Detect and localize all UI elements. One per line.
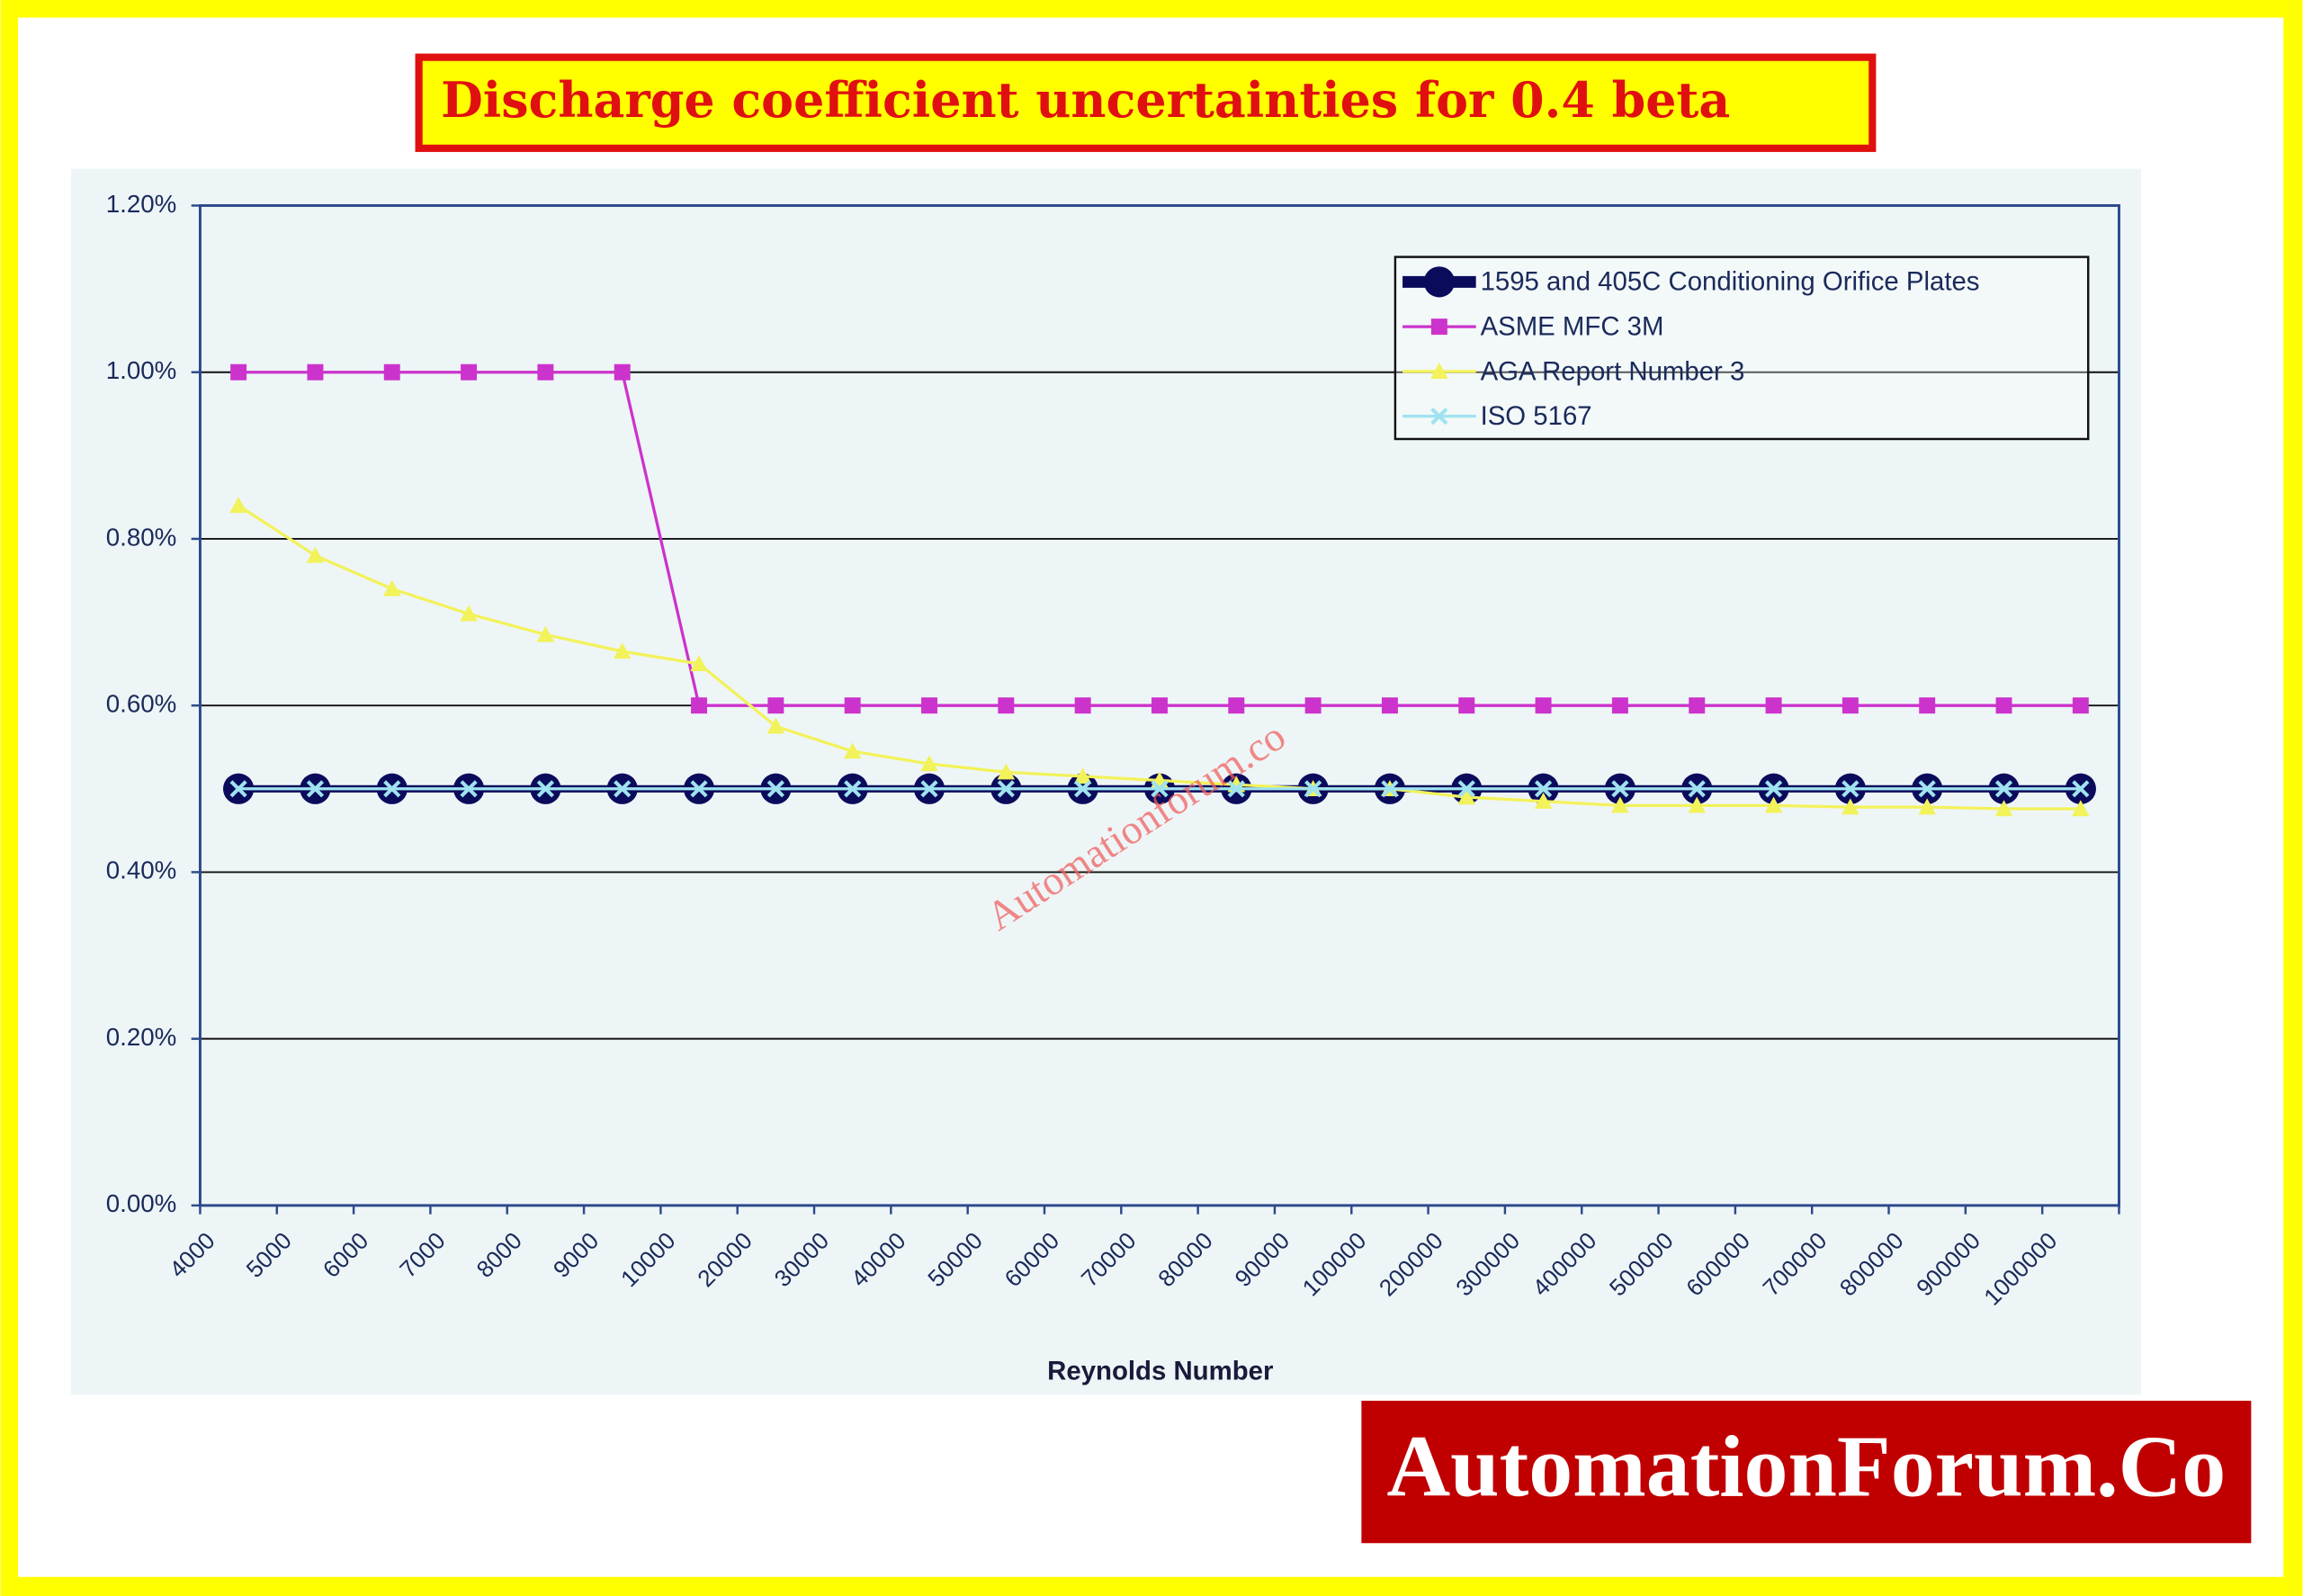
marker xyxy=(1304,697,1322,714)
y-tick-label: 0.40% xyxy=(106,856,177,884)
marker xyxy=(1994,800,2013,817)
marker xyxy=(844,780,862,798)
marker xyxy=(1842,780,1859,798)
marker xyxy=(2072,697,2089,714)
marker xyxy=(1535,697,1552,714)
marker xyxy=(1918,780,1936,798)
marker xyxy=(1457,788,1476,805)
marker xyxy=(536,780,555,798)
marker xyxy=(844,697,861,714)
logo: AutomationForum.Co xyxy=(1386,1419,2226,1516)
marker xyxy=(1074,697,1091,714)
marker xyxy=(1764,780,1783,798)
marker xyxy=(306,780,325,798)
marker xyxy=(997,763,1016,780)
marker xyxy=(460,780,478,798)
marker xyxy=(1458,697,1475,714)
y-tick-label: 1.20% xyxy=(106,190,177,218)
marker xyxy=(382,579,401,596)
marker xyxy=(1151,780,1169,798)
marker xyxy=(766,717,785,734)
marker xyxy=(614,780,632,798)
marker xyxy=(1842,697,1859,714)
marker xyxy=(1611,796,1629,813)
marker xyxy=(1918,798,1936,815)
y-tick-label: 0.80% xyxy=(106,523,177,551)
marker xyxy=(1764,796,1783,813)
marker xyxy=(1994,780,2013,798)
legend-label: 1595 and 405C Conditioning Orifice Plate… xyxy=(1481,267,1980,297)
marker xyxy=(460,605,478,622)
logo-box xyxy=(1361,1400,2252,1544)
marker xyxy=(1430,318,1447,336)
marker xyxy=(1765,697,1782,714)
marker xyxy=(690,655,708,672)
marker xyxy=(1228,697,1245,714)
marker xyxy=(767,697,784,714)
marker xyxy=(1423,266,1456,298)
marker xyxy=(1534,780,1553,798)
marker xyxy=(997,780,1015,798)
marker xyxy=(537,363,554,381)
marker xyxy=(1995,697,2012,714)
marker xyxy=(691,697,708,714)
y-tick-label: 0.20% xyxy=(106,1023,177,1051)
marker xyxy=(1688,796,1707,813)
marker xyxy=(536,625,555,642)
marker xyxy=(2072,800,2090,817)
marker xyxy=(1534,792,1553,809)
marker xyxy=(1430,363,1448,380)
marker xyxy=(1152,697,1168,714)
marker xyxy=(229,497,247,514)
marker xyxy=(306,546,325,563)
legend-box xyxy=(1393,256,2090,441)
marker xyxy=(1074,780,1092,798)
marker xyxy=(1227,780,1245,798)
legend-label: ISO 5167 xyxy=(1481,401,1592,431)
plot-frame xyxy=(198,204,2120,1207)
marker xyxy=(843,742,862,759)
marker xyxy=(1842,798,1859,815)
marker xyxy=(1381,697,1398,714)
y-tick-label: 0.60% xyxy=(106,690,177,718)
marker xyxy=(2072,780,2090,798)
marker xyxy=(690,780,708,798)
marker xyxy=(307,363,324,381)
y-tick-label: 1.00% xyxy=(106,356,177,384)
marker xyxy=(1611,697,1628,714)
marker xyxy=(1457,780,1475,798)
x-axis-label: Reynolds Number xyxy=(1047,1357,1273,1386)
marker xyxy=(613,642,632,659)
marker xyxy=(383,363,400,381)
marker xyxy=(1689,697,1706,714)
marker xyxy=(614,363,631,381)
title-box xyxy=(415,53,1877,152)
marker xyxy=(766,780,784,798)
chart-title: Discharge coefficient uncertainties for … xyxy=(441,71,1730,129)
marker xyxy=(230,363,247,381)
marker xyxy=(461,363,478,381)
marker xyxy=(920,780,938,798)
y-tick-label: 0.00% xyxy=(106,1189,177,1217)
marker xyxy=(1611,780,1629,798)
marker xyxy=(1381,780,1399,798)
legend-label: ASME MFC 3M xyxy=(1481,312,1664,342)
marker xyxy=(998,697,1015,714)
marker xyxy=(383,780,401,798)
marker xyxy=(1430,408,1448,426)
marker xyxy=(1688,780,1706,798)
legend-label: AGA Report Number 3 xyxy=(1481,356,1745,386)
marker xyxy=(229,780,247,798)
marker xyxy=(920,755,938,772)
marker xyxy=(1073,767,1092,785)
marker xyxy=(1919,697,1936,714)
marker xyxy=(921,697,937,714)
marker xyxy=(1304,780,1322,798)
